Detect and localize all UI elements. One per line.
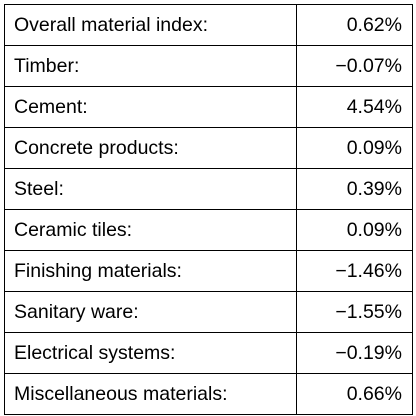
row-label: Ceramic tiles: [4,209,297,251]
row-value: 0.62% [296,4,413,46]
table-row: Finishing materials: −1.46% [4,250,413,292]
row-value: −1.55% [296,291,413,333]
table-row: Cement: 4.54% [4,86,413,128]
row-value: 0.39% [296,168,413,210]
row-label: Finishing materials: [4,250,297,292]
table-row: Miscellaneous materials: 0.66% [4,373,413,415]
row-value: 0.66% [296,373,413,415]
row-label: Sanitary ware: [4,291,297,333]
row-value: 0.09% [296,209,413,251]
row-value: −0.07% [296,45,413,87]
row-label: Electrical systems: [4,332,297,374]
table-row: Electrical systems: −0.19% [4,332,413,374]
row-label: Overall material index: [4,4,297,46]
material-index-table: Overall material index: 0.62% Timber: −0… [4,4,413,415]
row-label: Cement: [4,86,297,128]
row-value: −0.19% [296,332,413,374]
row-label: Steel: [4,168,297,210]
row-value: 0.09% [296,127,413,169]
table-row: Overall material index: 0.62% [4,4,413,46]
row-label: Concrete products: [4,127,297,169]
table-row: Ceramic tiles: 0.09% [4,209,413,251]
row-label: Miscellaneous materials: [4,373,297,415]
row-label: Timber: [4,45,297,87]
table-row: Steel: 0.39% [4,168,413,210]
row-value: −1.46% [296,250,413,292]
table-row: Timber: −0.07% [4,45,413,87]
row-value: 4.54% [296,86,413,128]
table-row: Concrete products: 0.09% [4,127,413,169]
table-row: Sanitary ware: −1.55% [4,291,413,333]
